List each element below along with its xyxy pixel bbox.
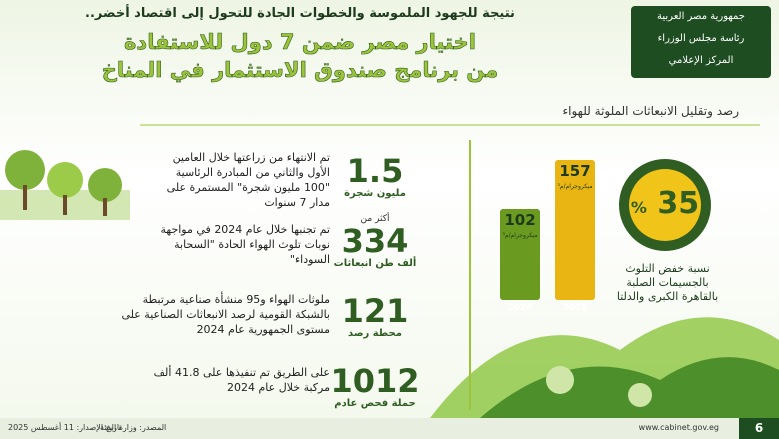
value-label: 102 xyxy=(504,211,535,229)
stat-number: 1.5 xyxy=(346,152,404,190)
value-label: 157 xyxy=(559,162,590,180)
kicker: نتيجة للجهود الملموسة والخطوات الجادة لل… xyxy=(85,6,515,21)
logo-text: رئاسة مجلس الوزراء xyxy=(657,33,745,44)
logo: جمهورية مصر العربية رئاسة مجلس الوزراء ا… xyxy=(631,6,771,78)
category-label: 2015 xyxy=(562,303,587,313)
logo-text: جمهورية مصر العربية xyxy=(657,11,745,22)
logo-text: المركز الإعلامي xyxy=(668,55,734,66)
stat-unit: مليون شجرة xyxy=(344,188,406,199)
reduction-value: 35 xyxy=(657,186,700,221)
page-number: 6 xyxy=(739,418,779,439)
bar xyxy=(555,160,595,300)
stat-unit: حملة فحص عادم xyxy=(334,398,416,409)
stat-text: تم تجنبها خلال عام 2024 في مواجهة نوبات … xyxy=(160,223,330,266)
date: تاريخ الإصدار: 11 أغسطس 2025 xyxy=(8,423,122,432)
stat-prefix: أكثر من xyxy=(360,214,390,224)
title: من برنامج صندوق الاستثمار في المناخ xyxy=(101,58,499,83)
footer: 6 www.cabinet.gov.eg المصدر: وزارة البيئ… xyxy=(0,418,779,439)
stat-text: ملوثات الهواء و95 منشأة صناعية مرتبطة با… xyxy=(121,293,330,336)
title: اختيار مصر ضمن 7 دول للاستفادة xyxy=(124,30,477,55)
stat-number: 121 xyxy=(341,292,409,330)
stat-number: 334 xyxy=(341,222,409,260)
reduction-text: نسبة خفض التلوث بالجسيمات الصلبة بالقاهر… xyxy=(616,262,719,303)
reduction: % 35 xyxy=(630,186,700,221)
stat-unit: ألف طن انبعاثات xyxy=(333,258,417,269)
reduction-symbol: % xyxy=(630,198,647,217)
stat-text: على الطريق تم تنفيذها على 41.8 ألف مركبة… xyxy=(153,366,330,394)
bar xyxy=(500,209,540,300)
stat-text: تم الانتهاء من زراعتها خلال العامين الأو… xyxy=(166,151,330,209)
unit-label: ميكروجرام/م³ xyxy=(557,183,592,190)
url: www.cabinet.gov.eg xyxy=(638,423,719,432)
unit-label: ميكروجرام/م³ xyxy=(502,232,537,239)
section-title: رصد وتقليل الانبعاثات الملوثة للهواء xyxy=(562,104,739,118)
stat-number: 1012 xyxy=(330,362,420,400)
category-label: 2024 xyxy=(507,303,532,313)
source: المصدر: وزارة البيئة xyxy=(100,423,167,432)
stat-unit: محطة رصد xyxy=(348,328,402,339)
bar-chart: 102 ميكروجرام/م³ 2024 157 ميكروجرام/م³ 2015 xyxy=(500,160,595,313)
